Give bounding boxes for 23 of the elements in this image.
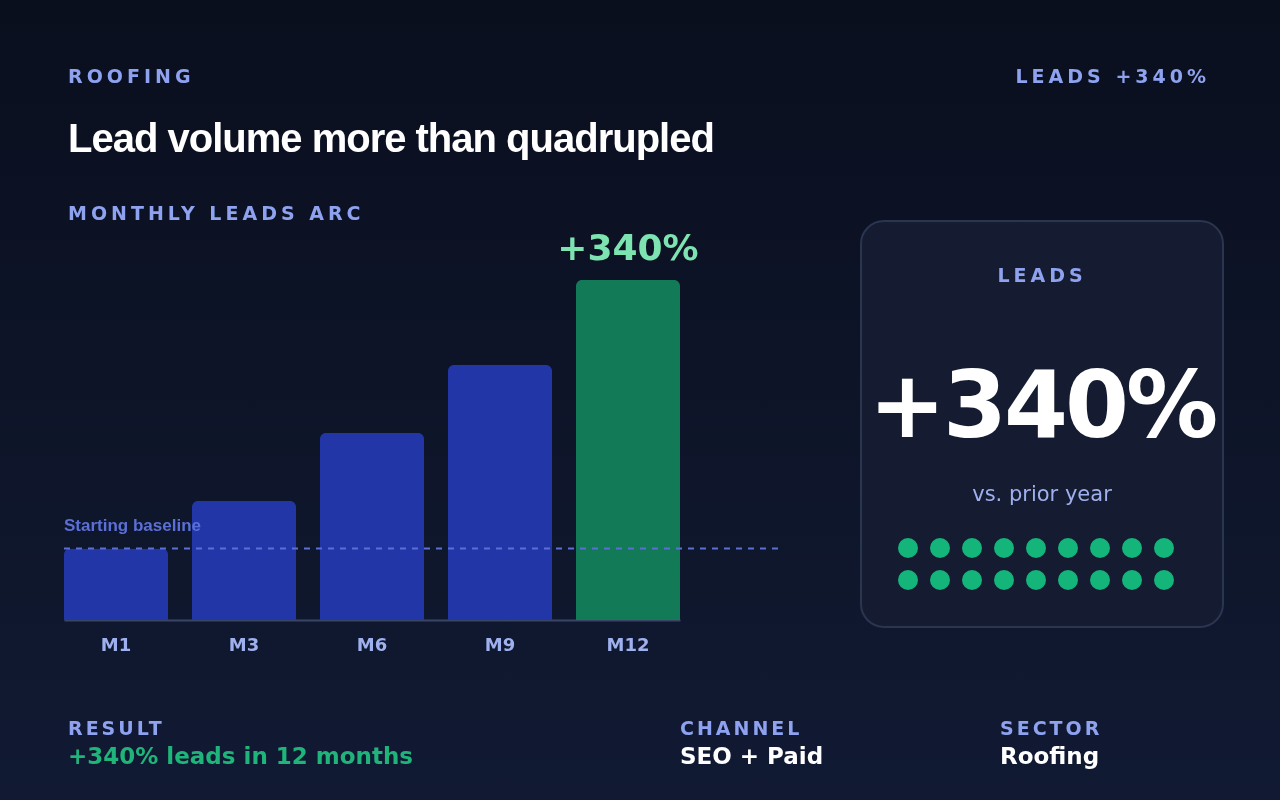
x-tick-label: M1 <box>100 633 132 655</box>
x-tick-label: M6 <box>356 633 388 655</box>
text: LEADS +340% <box>1015 65 1210 87</box>
text: SEO + Paid <box>680 743 824 769</box>
x-tick-label: M3 <box>228 633 260 655</box>
bar <box>448 365 552 620</box>
text: +340% <box>867 352 1217 459</box>
chart-title: Lead volume more than quadrupled <box>68 116 714 161</box>
x-tick-label: M12 <box>606 633 650 655</box>
text: ROOFING <box>68 65 195 87</box>
bar <box>64 548 168 620</box>
text: LEADS <box>996 264 1088 286</box>
text: +340% leads in 12 months <box>68 743 413 769</box>
text: CHANNEL <box>680 717 803 739</box>
text: RESULT <box>68 717 165 739</box>
annotation: +340% <box>557 227 699 268</box>
x-tick-label: M9 <box>484 633 516 655</box>
text: SECTOR <box>1000 717 1103 739</box>
bar <box>576 280 680 620</box>
bar <box>320 433 424 620</box>
text: vs. prior year <box>971 482 1113 506</box>
text: Roofing <box>1000 743 1100 769</box>
chart-subtitle: MONTHLY LEADS ARC <box>68 202 365 224</box>
